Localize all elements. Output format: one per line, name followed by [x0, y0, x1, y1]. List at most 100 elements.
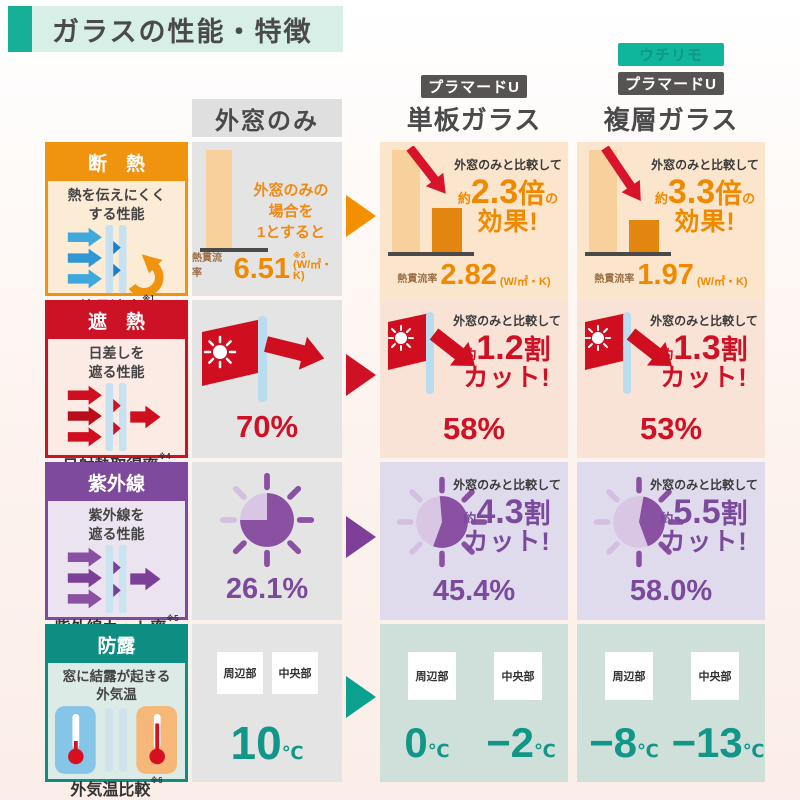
column-header-baseline: 外窓のみ [192, 99, 342, 137]
u-value: 1.97 [637, 259, 694, 291]
metric-text: 熱貫流率 [397, 274, 438, 285]
bar-baseline [206, 150, 232, 248]
approx-text: 約 [660, 511, 674, 526]
uv-cut-value: 26.1% [225, 573, 309, 605]
u-value: 2.82 [440, 259, 497, 291]
title-accent-square [8, 6, 32, 52]
zone-box-center: 中央部 [691, 652, 739, 700]
temp-unit: ℃ [742, 741, 765, 761]
desc-line: する性能 [88, 205, 145, 222]
cell-uv-single: 外窓のみと比較して 約4.3割 カット! 45.4% [380, 462, 568, 620]
row-title-insulation: 断 熱 [48, 145, 185, 181]
unit-text: (W/㎡・K) [696, 276, 748, 288]
effect-text: カット! [463, 364, 551, 392]
factor-tail: の [742, 191, 756, 206]
temp-unit: ℃ [637, 741, 659, 761]
bar-baseline [392, 150, 420, 252]
axis-line [388, 252, 474, 256]
u-value-baseline: 熱貫流率 6.51 ※3 (W/㎡・K) [192, 249, 342, 284]
desc-line: 熱を伝えにくく [67, 187, 166, 203]
temp-number: 0 [404, 719, 428, 766]
baseline-caption: 外窓のみの 場合を 1とすると [246, 180, 336, 243]
approx-text: 約 [463, 347, 477, 362]
approx-text: 約 [660, 347, 674, 362]
cell-uv-double: 外窓のみと比較して 約5.5割 カット! 58.0% [577, 462, 765, 620]
footnote-mark: ※1 [142, 293, 155, 303]
cell-uv-baseline: 26.1% [192, 462, 342, 620]
axis-line [200, 248, 268, 252]
factor-unit: 割 [523, 499, 551, 529]
desc-line: 日差しを [88, 345, 145, 361]
cell-insulation-single: 外窓のみと比較して 約2.3倍の 効果! 熱貫流率 2.82 (W/㎡・K) [380, 142, 568, 300]
axis-line [585, 252, 671, 256]
insulation-arrows-icon [65, 224, 169, 294]
caption-line: 場合を [268, 203, 314, 220]
factor-unit: 割 [720, 335, 748, 365]
row-title-shading: 遮 熱 [48, 303, 185, 339]
row-desc-shading: 日差しを 遮る性能 [89, 344, 145, 382]
factor-value: 1.3 [673, 329, 721, 367]
factor-unit: 割 [523, 335, 551, 365]
thermometers-icon [54, 704, 179, 776]
sun-through-glass-icon [585, 312, 672, 394]
effect-callout: 外窓のみと比較して 約4.3割 カット! [448, 476, 566, 557]
row-label-dew: 防露 窓に結露が起きる 外気温 外気温比較 ※6 [45, 624, 188, 799]
factor-tail: の [545, 191, 559, 206]
zone-box-center: 中央部 [272, 652, 318, 694]
flow-arrow-insulation-icon [346, 195, 376, 237]
row-metric-dew: 外気温比較 ※6 [70, 776, 162, 807]
desc-line: 遮る性能 [88, 363, 145, 380]
factor-value: 2.3 [470, 173, 519, 211]
effect-callout: 外窓のみと比較して 約1.3割 カット! [645, 312, 763, 393]
sun-through-glass-icon [388, 312, 475, 394]
row-desc-insulation: 熱を伝えにくく する性能 [68, 186, 166, 224]
shgc-value: 70% [235, 409, 299, 444]
flow-arrow-dew-icon [346, 676, 376, 718]
effect-text: 効果! [674, 208, 736, 236]
factor-unit: 割 [720, 499, 748, 529]
effect-callout: 外窓のみと比較して 約3.3倍の 効果! [647, 156, 763, 237]
row-label-uv: 紫外線 紫外線を 遮る性能 紫外線カット率※5 [45, 462, 188, 637]
temp-value-perimeter: −8℃ [577, 722, 671, 764]
uv-cut-value: 58.0% [629, 575, 713, 607]
uv-arrows-icon [65, 544, 169, 614]
factor-value: 4.3 [476, 493, 524, 531]
temp-number: −2 [486, 719, 535, 766]
effect-callout: 外窓のみと比較して 約2.3倍の 効果! [450, 156, 566, 237]
compare-text: 外窓のみと比較して [650, 314, 758, 328]
sun-pie-icon [593, 476, 685, 568]
metric-text: 外気温比較 [70, 782, 151, 800]
zone-box-perimeter: 周辺部 [217, 652, 263, 694]
compare-text: 外窓のみと比較して [453, 314, 561, 328]
shgc-value: 53% [639, 411, 703, 446]
effect-text: カット! [660, 364, 748, 392]
zone-box-perimeter: 周辺部 [408, 652, 456, 700]
approx-text: 約 [463, 511, 477, 526]
temp-unit: ℃ [281, 743, 304, 763]
shading-arrows-icon [65, 382, 169, 452]
row-desc-dew: 窓に結露が起きる 外気温 [63, 668, 171, 704]
cell-shading-single: 外窓のみと比較して 約1.2割 カット! 58% [380, 300, 568, 458]
approx-text: 約 [457, 191, 471, 206]
column-header-single: 単板ガラス [406, 105, 542, 135]
temp-number: −8 [589, 719, 638, 766]
factor-value: 3.3 [667, 173, 716, 211]
compare-text: 外窓のみと比較して [651, 158, 759, 172]
compare-text: 外窓のみと比較して [650, 478, 758, 492]
caption-line: 外窓のみの [253, 182, 329, 199]
row-label-shading: 遮 熱 日差しを 遮る性能 日射熱取得率※4 [45, 300, 188, 475]
sun-pie-icon [396, 476, 488, 568]
temp-value-perimeter: 0℃ [380, 722, 474, 764]
footnote-mark: ※6 [150, 776, 163, 786]
desc-line: 遮る性能 [88, 525, 145, 542]
factor-unit: 倍 [715, 179, 743, 209]
effect-text: カット! [463, 528, 551, 556]
effect-callout: 外窓のみと比較して 約1.2割 カット! [448, 312, 566, 393]
row-label-insulation: 断 熱 熱を伝えにくく する性能 熱貫流率※1※2 [45, 142, 188, 317]
cell-insulation-double: 外窓のみと比較して 約3.3倍の 効果! 熱貫流率 1.97 (W/㎡・K) [577, 142, 765, 300]
footnote-mark: ※4 [158, 451, 171, 461]
desc-line: 窓に結露が起きる [62, 669, 171, 684]
badge-plamard-u-double: プラマードU [618, 72, 724, 95]
factor-unit: 倍 [518, 179, 546, 209]
cell-shading-baseline: 70% [192, 300, 342, 458]
